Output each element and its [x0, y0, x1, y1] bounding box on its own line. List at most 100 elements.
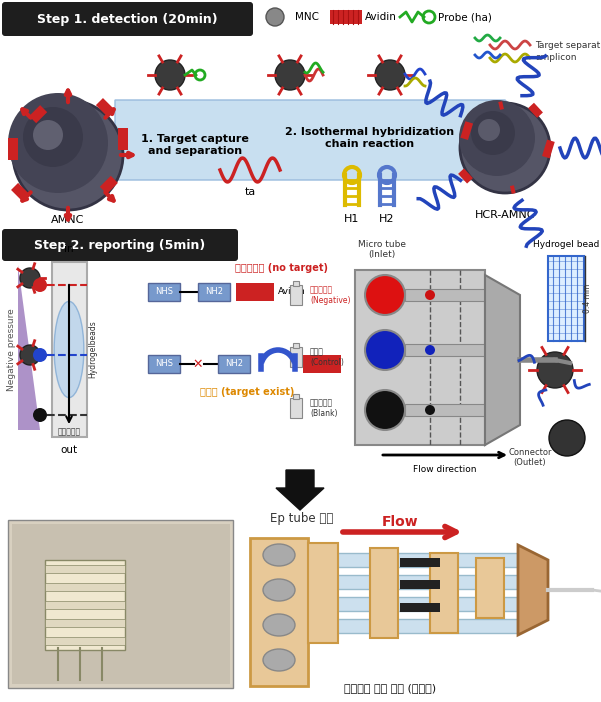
Text: HCR-AMNC: HCR-AMNC: [475, 210, 535, 220]
Bar: [293, 343, 299, 348]
Text: Step 2. reporting (5min): Step 2. reporting (5min): [34, 239, 206, 251]
Circle shape: [33, 120, 63, 150]
Text: Negative pressure: Negative pressure: [7, 309, 16, 392]
Circle shape: [33, 348, 47, 362]
Text: ✕: ✕: [193, 357, 203, 371]
Text: Flow: Flow: [382, 515, 418, 529]
Bar: [308, 575, 518, 589]
Text: Step 1. detection (20min): Step 1. detection (20min): [37, 13, 218, 25]
Bar: [118, 128, 128, 150]
Bar: [370, 548, 398, 638]
Text: Micro tube
(Inlet): Micro tube (Inlet): [358, 240, 406, 260]
Circle shape: [266, 8, 284, 26]
Circle shape: [549, 420, 585, 456]
Text: NH2: NH2: [205, 288, 223, 296]
Text: 시험군
(Control): 시험군 (Control): [310, 347, 344, 366]
Text: out: out: [61, 445, 78, 455]
Bar: [308, 553, 518, 567]
Circle shape: [537, 352, 573, 388]
Text: NHS: NHS: [155, 359, 173, 369]
Bar: [8, 520, 233, 688]
Text: 2. Isothermal hybridization
chain reaction: 2. Isothermal hybridization chain reacti…: [285, 127, 454, 149]
Bar: [45, 637, 125, 645]
Text: Avidin: Avidin: [365, 12, 397, 22]
Bar: [8, 138, 18, 160]
Bar: [400, 603, 440, 612]
Bar: [290, 285, 302, 305]
Text: Connector
(Outlet): Connector (Outlet): [508, 448, 552, 468]
Ellipse shape: [54, 301, 84, 397]
Polygon shape: [485, 275, 520, 445]
Bar: [308, 597, 518, 611]
Ellipse shape: [263, 614, 295, 636]
Circle shape: [365, 390, 405, 430]
Ellipse shape: [263, 579, 295, 601]
Bar: [218, 355, 250, 373]
Bar: [45, 601, 125, 609]
Text: H2: H2: [379, 214, 395, 224]
Text: 0.4 mm: 0.4 mm: [582, 284, 591, 312]
Text: Hydrogel bead: Hydrogel bead: [533, 240, 599, 249]
Bar: [12, 524, 230, 684]
FancyBboxPatch shape: [2, 229, 238, 261]
Bar: [293, 281, 299, 286]
Bar: [290, 347, 302, 367]
Bar: [11, 183, 29, 201]
Bar: [476, 558, 504, 618]
Bar: [236, 283, 274, 301]
Circle shape: [33, 278, 47, 292]
Bar: [250, 538, 308, 686]
Bar: [100, 176, 118, 194]
Text: Flow direction: Flow direction: [413, 465, 477, 474]
Circle shape: [23, 107, 83, 167]
Bar: [542, 140, 555, 159]
Bar: [96, 98, 114, 116]
Circle shape: [13, 100, 123, 210]
Bar: [405, 404, 485, 416]
Text: 양성대조군: 양성대조군: [58, 428, 81, 437]
Bar: [510, 185, 516, 194]
Bar: [405, 289, 485, 301]
Text: Probe (ha): Probe (ha): [438, 12, 492, 22]
Circle shape: [425, 290, 435, 300]
Text: Hydrogelbeads: Hydrogelbeads: [88, 321, 97, 378]
Bar: [148, 355, 180, 373]
Text: ta: ta: [245, 187, 255, 197]
Ellipse shape: [263, 649, 295, 671]
Circle shape: [460, 103, 550, 193]
Bar: [308, 543, 338, 643]
Bar: [45, 560, 125, 650]
Text: Ep tube 홈더: Ep tube 홈더: [270, 512, 334, 525]
Circle shape: [375, 60, 405, 90]
FancyArrow shape: [115, 100, 545, 180]
Bar: [548, 256, 584, 341]
Bar: [29, 105, 47, 123]
FancyBboxPatch shape: [2, 2, 253, 36]
Bar: [330, 10, 362, 24]
Bar: [308, 619, 518, 633]
Text: H1: H1: [344, 214, 359, 224]
Bar: [400, 558, 440, 567]
Circle shape: [155, 60, 185, 90]
Bar: [293, 394, 299, 399]
Circle shape: [365, 275, 405, 315]
Circle shape: [425, 405, 435, 415]
FancyArrow shape: [276, 470, 324, 510]
Text: AMNC: AMNC: [51, 215, 85, 225]
Text: 양성대조군
(Blank): 양성대조군 (Blank): [310, 398, 338, 418]
Bar: [303, 355, 341, 373]
Text: 음성대조군 (no target): 음성대조군 (no target): [235, 263, 328, 273]
Bar: [45, 619, 125, 627]
Bar: [400, 580, 440, 589]
Text: amplicon: amplicon: [535, 53, 576, 62]
Text: NHS: NHS: [155, 288, 173, 296]
Text: NH2: NH2: [225, 359, 243, 369]
Bar: [290, 398, 302, 418]
Bar: [430, 553, 458, 633]
Bar: [405, 344, 485, 356]
Bar: [198, 283, 230, 301]
Circle shape: [20, 268, 40, 288]
Text: in: in: [64, 244, 74, 254]
Bar: [148, 283, 180, 301]
Circle shape: [20, 345, 40, 365]
